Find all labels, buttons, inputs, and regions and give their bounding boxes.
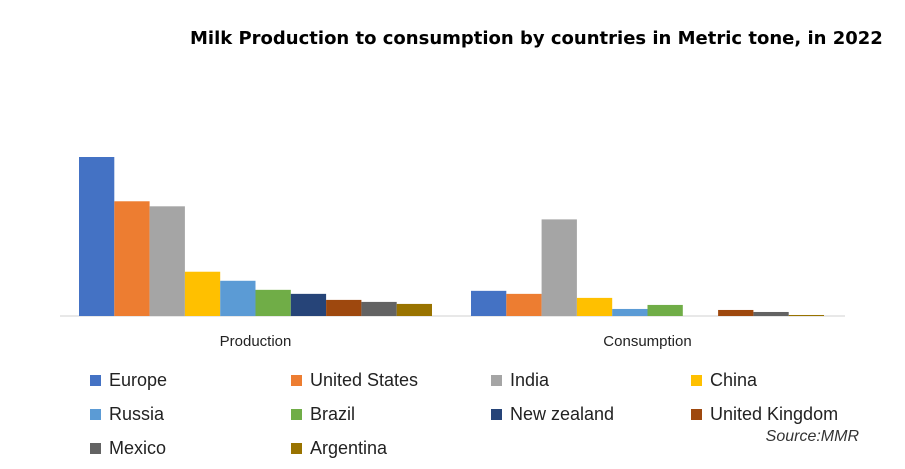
legend-item-united-kingdom: United Kingdom bbox=[691, 404, 838, 425]
legend-item-europe: Europe bbox=[90, 370, 167, 391]
legend-label: China bbox=[710, 370, 758, 390]
legend-swatch bbox=[90, 375, 101, 386]
bar-consumption-europe bbox=[471, 290, 507, 316]
x-tick-label-consumption: Consumption bbox=[603, 333, 691, 350]
legend-swatch bbox=[90, 409, 101, 420]
bar-production-china bbox=[184, 271, 221, 316]
legend-label: New zealand bbox=[510, 404, 615, 424]
bar-consumption-united-states bbox=[506, 293, 542, 316]
legend-swatch bbox=[291, 409, 302, 420]
bar-consumption-india bbox=[541, 219, 577, 316]
bar-production-russia bbox=[220, 280, 256, 316]
legend-item-new-zealand: New zealand bbox=[491, 404, 614, 425]
legend-item-mexico: Mexico bbox=[90, 438, 166, 459]
legend-label: Russia bbox=[109, 404, 165, 424]
bar-production-mexico bbox=[361, 301, 397, 316]
bar-production-united-states bbox=[114, 201, 150, 316]
legend-label: United Kingdom bbox=[710, 404, 839, 424]
legend-swatch bbox=[90, 443, 101, 454]
legend-label: United States bbox=[310, 370, 419, 390]
legend-item-united-states: United States bbox=[291, 370, 418, 391]
legend-item-argentina: Argentina bbox=[291, 438, 387, 459]
legend-label: Europe bbox=[109, 370, 168, 390]
legend-label: India bbox=[510, 370, 550, 390]
legend-item-china: China bbox=[691, 370, 757, 391]
chart-plot: Production Consumption bbox=[60, 157, 845, 350]
bar-consumption-mexico bbox=[753, 311, 789, 316]
legend-label: Mexico bbox=[109, 438, 167, 458]
legend-label: Brazil bbox=[310, 404, 356, 424]
legend-item-india: India bbox=[491, 370, 549, 391]
bar-production-new-zealand bbox=[290, 293, 327, 316]
bar-consumption-china bbox=[576, 297, 613, 316]
bar-production-argentina bbox=[396, 303, 432, 316]
legend-swatch bbox=[291, 443, 302, 454]
bar-production-brazil bbox=[255, 289, 291, 316]
bar-consumption-united-kingdom bbox=[718, 309, 754, 316]
legend-label: Argentina bbox=[310, 438, 388, 458]
bar-consumption-russia bbox=[612, 308, 648, 316]
bar-production-united-kingdom bbox=[326, 299, 362, 316]
legend-swatch bbox=[491, 409, 502, 420]
legend-item-russia: Russia bbox=[90, 404, 164, 425]
chart-title: Milk Production to consumption by countr… bbox=[190, 28, 883, 49]
legend-swatch bbox=[291, 375, 302, 386]
legend-swatch bbox=[491, 375, 502, 386]
legend-item-brazil: Brazil bbox=[291, 404, 355, 425]
x-tick-label-production: Production bbox=[220, 333, 292, 350]
source-label: Source:MMR bbox=[765, 428, 859, 445]
legend-swatch bbox=[691, 375, 702, 386]
legend-swatch bbox=[691, 409, 702, 420]
bar-production-europe bbox=[79, 157, 115, 316]
bar-consumption-brazil bbox=[647, 304, 683, 316]
bar-production-india bbox=[149, 206, 185, 316]
bar-consumption-argentina bbox=[788, 314, 824, 316]
